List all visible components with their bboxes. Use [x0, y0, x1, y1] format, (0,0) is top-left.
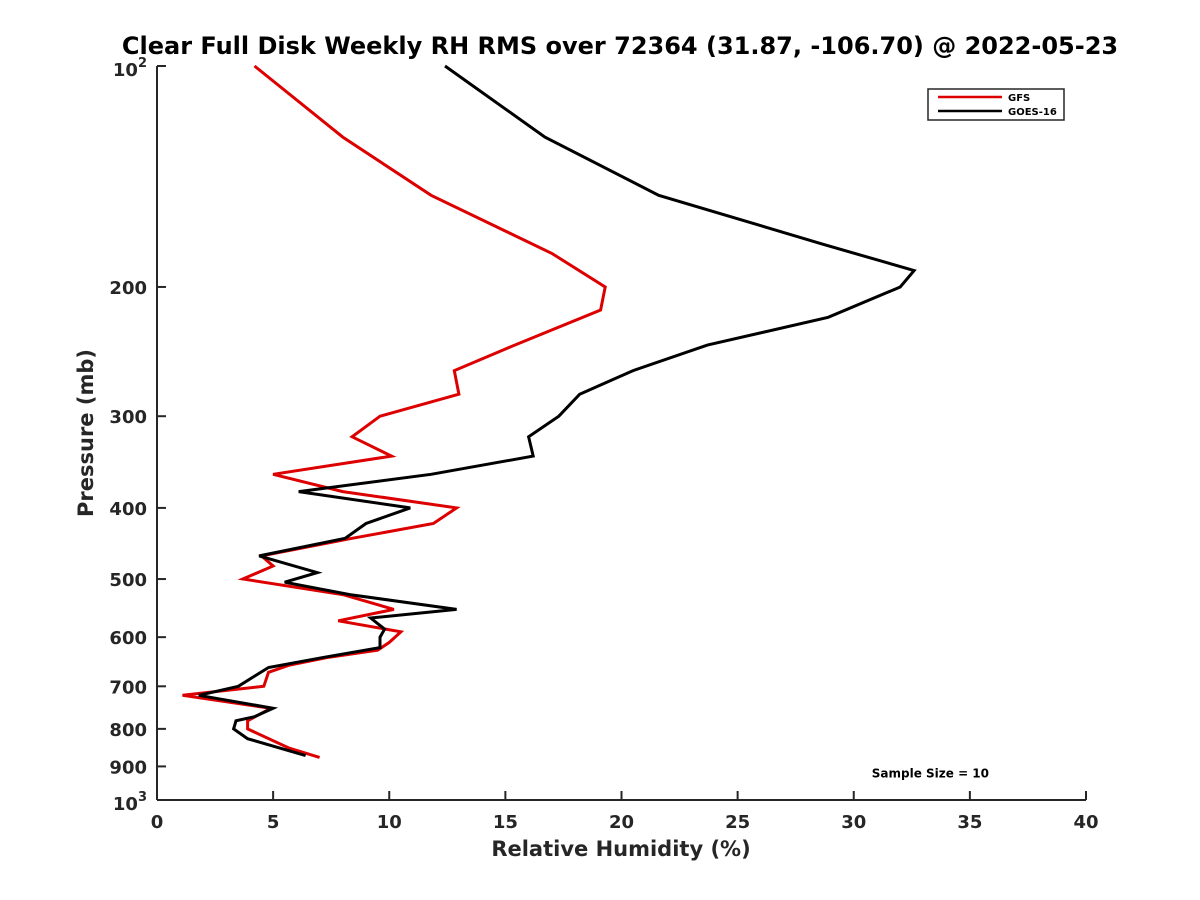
y-tick-label: 900 — [109, 757, 147, 778]
x-tick-label: 35 — [957, 812, 982, 833]
chart-title: Clear Full Disk Weekly RH RMS over 72364… — [122, 32, 1118, 60]
x-tick-label: 5 — [267, 812, 280, 833]
legend-label-gfs: GFS — [1008, 93, 1030, 104]
y-tick-label: 103 — [113, 790, 147, 815]
legend-box — [927, 88, 1065, 121]
y-tick-label: 700 — [109, 677, 147, 698]
x-tick-label: 40 — [1073, 812, 1098, 833]
y-tick-label: 300 — [109, 407, 147, 428]
legend: GFS GOES-16 — [927, 88, 1065, 121]
y-tick-label: 800 — [109, 720, 147, 741]
y-tick-label: 400 — [109, 499, 147, 520]
x-tick-label: 0 — [151, 812, 164, 833]
legend-label-goes16: GOES-16 — [1008, 107, 1057, 118]
sample-size-note: Sample Size = 10 — [872, 766, 989, 780]
x-tick-label: 30 — [841, 812, 866, 833]
series-line-gfs — [182, 64, 607, 759]
x-ticks: 0 5 10 15 20 25 30 35 40 — [151, 791, 1099, 833]
y-tick-label: 600 — [109, 628, 147, 649]
x-tick-label: 15 — [493, 812, 518, 833]
y-ticks: 102 200 300 400 500 600 700 800 900 103 — [109, 56, 166, 815]
series-line-goes-16 — [198, 64, 917, 758]
y-tick-label: 200 — [109, 278, 147, 299]
x-axis-label: Relative Humidity (%) — [491, 837, 750, 861]
y-axis-label: Pressure (mb) — [74, 349, 98, 517]
x-tick-label: 10 — [377, 812, 402, 833]
series-lines — [182, 64, 917, 759]
x-tick-label: 20 — [609, 812, 634, 833]
x-tick-label: 25 — [725, 812, 750, 833]
y-tick-label: 102 — [113, 56, 147, 81]
y-tick-label: 500 — [109, 570, 147, 591]
